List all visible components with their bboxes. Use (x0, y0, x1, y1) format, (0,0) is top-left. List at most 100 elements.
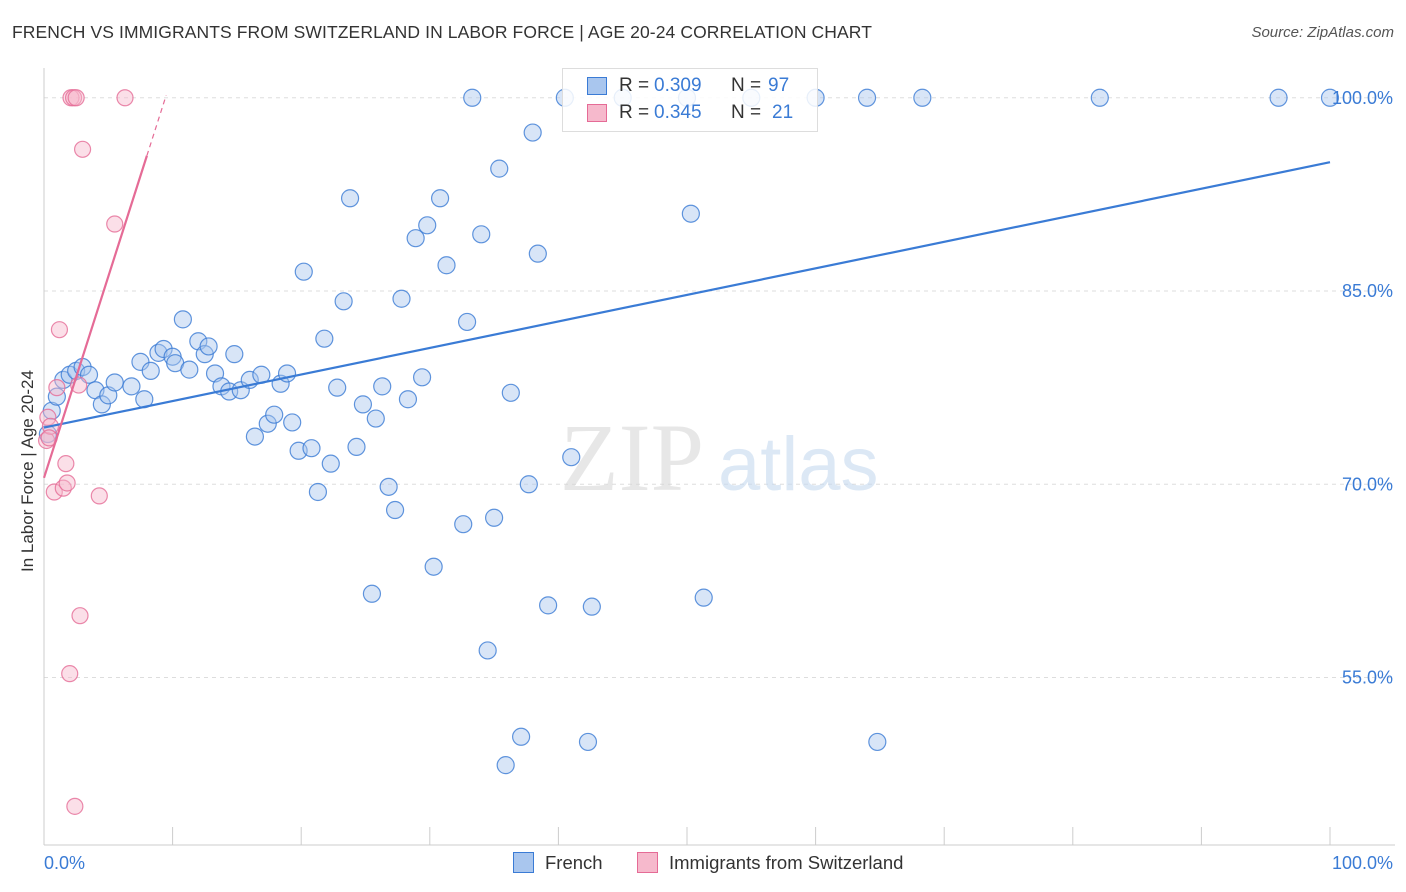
french-point (454, 515, 473, 534)
legend-swiss-swatch-icon (637, 852, 658, 873)
french-n-value: 97 (768, 75, 790, 96)
stats-row-french: R = 0.309 N = 97 (563, 74, 817, 100)
swiss-point (116, 89, 134, 107)
french-point (539, 596, 558, 615)
swiss-swatch-icon (587, 104, 607, 122)
swiss-trendline-extension (146, 95, 167, 156)
swiss-r-label: R = (619, 102, 650, 123)
y-tick-label: 100.0% (1332, 88, 1393, 108)
french-point (353, 395, 373, 414)
legend-french-label: French (545, 852, 603, 873)
french-point (347, 437, 366, 457)
french-point (528, 244, 547, 263)
swiss-point (73, 140, 92, 158)
trend-layer (42, 95, 1331, 479)
swiss-point (50, 321, 69, 339)
french-point (362, 584, 382, 603)
swiss-n-label: N = (731, 102, 762, 123)
french-point (485, 508, 504, 527)
french-r-value: 0.309 (654, 75, 702, 96)
french-point (265, 405, 284, 424)
french-point (47, 387, 66, 406)
swiss-point (71, 607, 89, 625)
french-point (457, 312, 477, 332)
french-point (519, 475, 538, 494)
french-point (857, 88, 877, 107)
french-point (92, 395, 111, 414)
french-point (328, 378, 347, 397)
french-point (406, 229, 425, 248)
french-point (582, 597, 601, 616)
french-point (385, 500, 405, 520)
watermark-zip: ZIP (560, 404, 704, 511)
french-point (913, 88, 932, 107)
french-point (478, 641, 497, 660)
french-point (334, 292, 353, 311)
french-point (424, 557, 443, 576)
swiss-point (58, 474, 76, 492)
swiss-r-value: 0.345 (654, 102, 702, 123)
french-point (490, 159, 509, 178)
french-point (199, 337, 218, 356)
legend-swiss-label: Immigrants from Switzerland (669, 852, 904, 873)
french-point (225, 345, 244, 364)
french-point (418, 216, 437, 235)
swiss-point (37, 431, 56, 450)
series-swiss (37, 89, 134, 815)
y-tick-label: 70.0% (1342, 474, 1393, 494)
swiss-point (67, 89, 85, 107)
swiss-point (90, 487, 108, 505)
x-tick-label-min: 0.0% (44, 853, 85, 873)
french-point (294, 262, 313, 281)
y-tick-label: 55.0% (1342, 668, 1393, 688)
french-point (681, 204, 700, 223)
french-swatch-icon (587, 77, 607, 95)
french-point (173, 310, 192, 329)
french-point (512, 727, 531, 746)
french-point (258, 414, 277, 433)
tick-labels: 55.0% 70.0% 85.0% 100.0% 0.0% 100.0% (44, 88, 1393, 873)
chart-title: FRENCH VS IMMIGRANTS FROM SWITZERLAND IN… (12, 22, 872, 42)
swiss-n-value: 21 (772, 102, 794, 123)
french-point (340, 189, 360, 208)
french-point (1090, 88, 1109, 107)
french-point (430, 189, 450, 208)
french-n-label: N = (731, 75, 762, 96)
french-point (308, 482, 328, 502)
french-point (245, 427, 265, 446)
swiss-point (48, 379, 66, 397)
french-point (694, 588, 713, 607)
french-trendline (43, 161, 1331, 429)
french-r-label: R = (619, 75, 650, 96)
swiss-point (66, 797, 84, 815)
french-point (1269, 88, 1288, 107)
french-point (496, 756, 515, 775)
french-point (302, 439, 321, 458)
french-point (315, 329, 334, 348)
french-point (437, 256, 456, 275)
swiss-point (61, 665, 79, 683)
watermark: ZIP atlas (560, 404, 879, 511)
french-point (131, 352, 150, 371)
french-point (501, 383, 520, 402)
swiss-point (106, 215, 124, 233)
french-point (398, 390, 418, 409)
french-point (412, 368, 432, 387)
y-tick-label: 85.0% (1342, 281, 1393, 301)
swiss-trendline (42, 155, 148, 479)
french-point (366, 409, 385, 428)
french-point (1320, 88, 1340, 107)
french-point (105, 373, 124, 392)
french-point (373, 377, 392, 396)
french-point (283, 413, 302, 432)
x-tick-label-max: 100.0% (1332, 853, 1393, 873)
series-french (38, 88, 1340, 775)
french-point (379, 477, 398, 496)
french-point (562, 448, 581, 467)
french-point (578, 732, 598, 752)
swiss-point (45, 483, 63, 501)
french-point (523, 123, 542, 142)
french-point (472, 225, 491, 244)
watermark-atlas: atlas (718, 422, 879, 507)
